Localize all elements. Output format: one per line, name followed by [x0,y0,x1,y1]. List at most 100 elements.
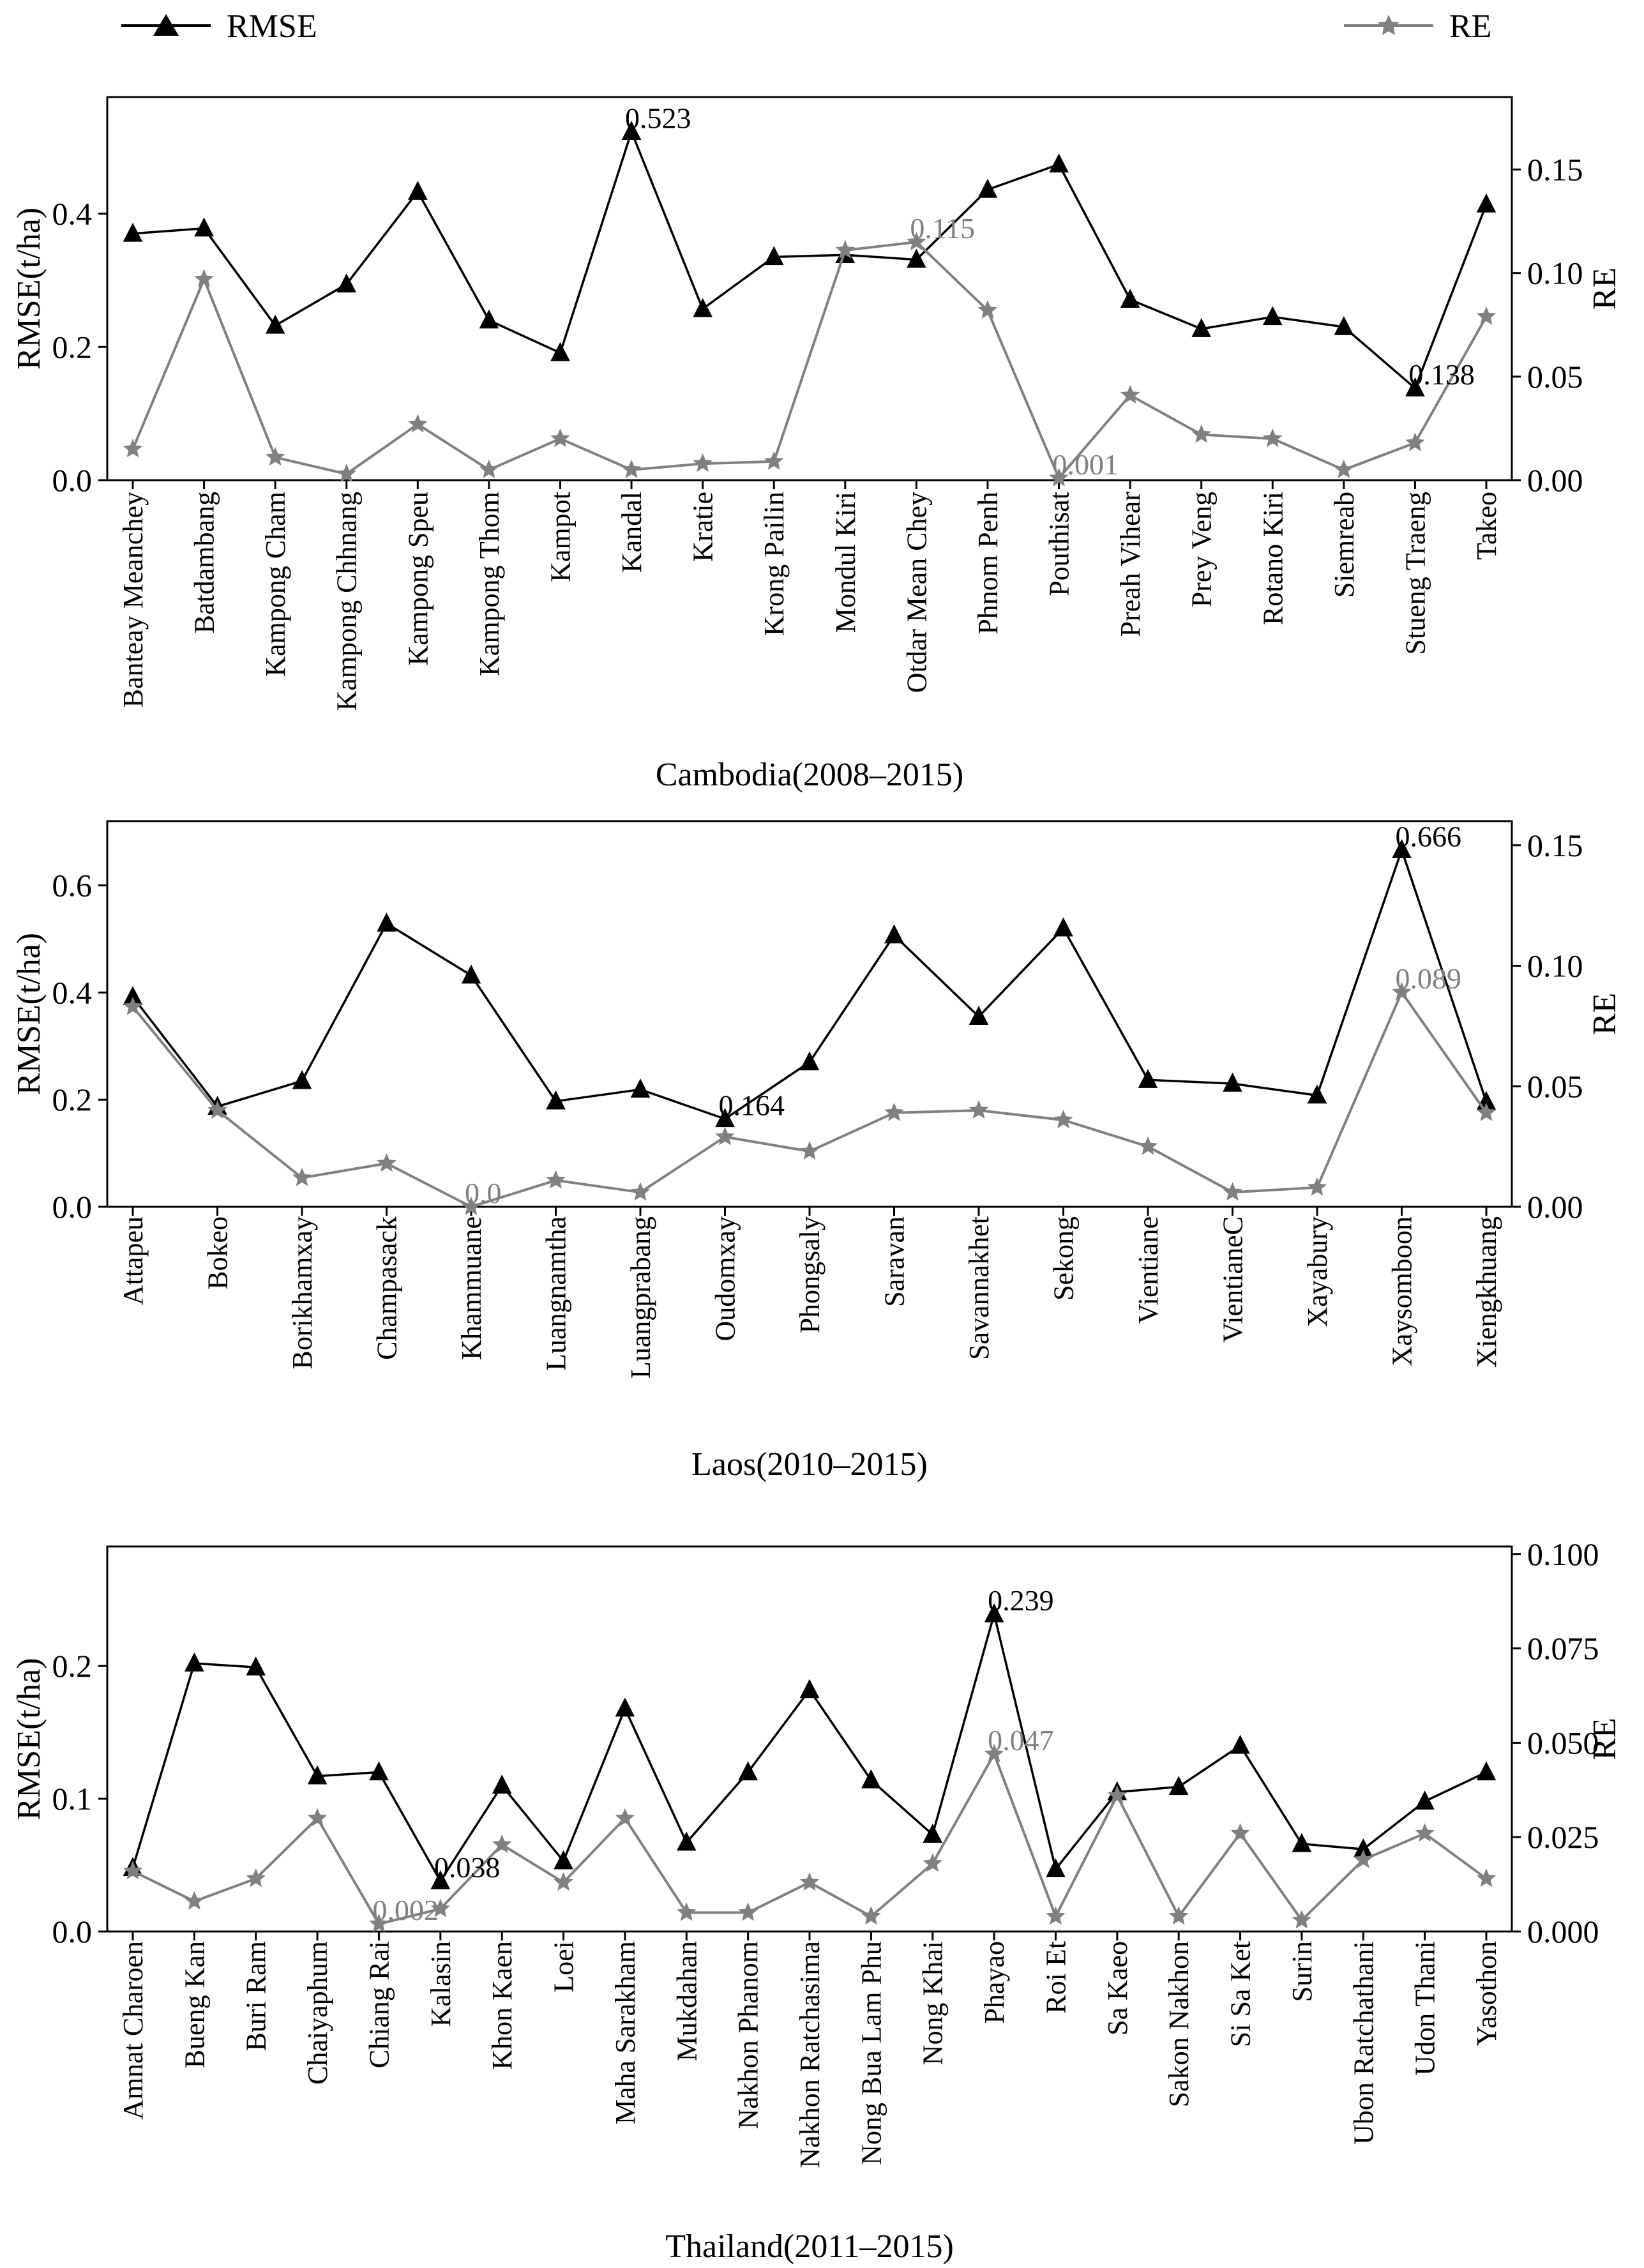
x-tick-label: Otdar Mean Chey [901,492,932,693]
rmse-point [907,248,926,268]
rmse-point [1392,839,1412,859]
rmse-point [1049,153,1069,173]
rmse-point [546,1090,566,1110]
re-point [207,1100,227,1119]
legend-rmse-marker [153,14,179,36]
re-point [1107,1785,1127,1804]
x-tick-label: Nong Khai [917,1941,949,2065]
data-annotation: 0.089 [1396,962,1462,995]
y2-tick-label: 0.025 [1527,1819,1599,1855]
x-tick-label: Khammuane [456,1216,487,1360]
re-point [123,1861,143,1880]
rmse-point [969,1006,989,1025]
re-point [377,1153,396,1172]
re-point [799,1872,820,1891]
re-point [1230,1823,1250,1842]
x-tick-label: Kalasin [425,1941,456,2027]
x-tick-label: Mondul Kiri [830,492,861,633]
x-tick-label: Phnom Penh [972,492,1004,635]
rmse-point [336,273,357,292]
chart-panel-3: 0.0 0.1 0.2 0.000 0.025 0.050 0.075 0.100 RMSE(t… [11,1536,1623,2265]
re-point [1415,1823,1435,1842]
rmse-point [621,121,642,140]
y-tick-label: 0.1 [52,1781,93,1817]
rmse-point [377,912,396,932]
x-tick-label: VientianeC [1218,1216,1249,1343]
rmse-point [1168,1776,1189,1796]
re-point [194,269,214,288]
y-axis-label: RMSE(t/ha) [11,933,47,1095]
rmse-series-line [132,849,1488,1121]
rmse-point [799,1051,820,1071]
data-annotation: 0.0 [465,1177,502,1209]
x-tick-label: Vientiane [1133,1216,1164,1324]
data-annotation: 0.115 [910,212,975,245]
re-point [969,1100,989,1119]
rmse-point [676,1831,697,1851]
x-tick-label: Krong Pailin [758,492,790,636]
x-tick-label: Luangprabang [625,1216,656,1379]
x-tick-label: Rotano Kiri [1257,492,1288,625]
re-point [1169,1906,1189,1925]
re-point [123,439,143,458]
re-point [677,1902,697,1921]
rmse-point [1230,1734,1250,1754]
re-point [764,451,784,470]
chart-title: Laos(2010–2015) [691,1446,928,1483]
x-tick-label: Xiengkhuang [1471,1216,1502,1368]
re-point [1334,459,1354,478]
x-tick-label: Sekong [1048,1216,1080,1301]
rmse-point [461,964,481,984]
data-annotation: 0.002 [372,1894,439,1926]
x-tick-label: Prey Veng [1186,492,1218,607]
re-point [554,1872,573,1891]
y-tick-label: 0.6 [52,868,93,903]
re-point [546,1170,566,1189]
re-point [977,300,998,319]
re-point [1138,1136,1158,1155]
rmse-point [1191,318,1211,337]
re-point [408,414,428,433]
rmse-point [1353,1838,1373,1857]
rmse-point [923,1824,943,1843]
x-tick-label: Kandal [616,492,647,573]
re-point [1405,432,1425,451]
y2-axis-label: RE [1587,1718,1623,1760]
y-tick-label: 0.4 [52,196,93,232]
data-annotation: 0.239 [988,1584,1054,1617]
y2-tick-label: 0.10 [1527,948,1583,984]
rmse-point [369,1761,389,1781]
re-point [1292,1910,1312,1929]
x-tick-label: Mukdahan [671,1941,702,2061]
rmse-point [1415,1790,1435,1810]
y-tick-label: 0.0 [52,1189,93,1225]
x-tick-label: Phayao [979,1941,1010,2024]
rmse-point [1046,1858,1066,1878]
x-tick-label: Sa Kaeo [1102,1941,1133,2036]
re-point [907,232,926,250]
rmse-point [185,1652,204,1672]
y2-tick-label: 0.100 [1527,1536,1599,1572]
rmse-point [1053,917,1073,937]
x-tick-label: Borikhamxay [287,1216,318,1370]
rmse-point [1292,1833,1312,1852]
rmse-series-line [132,130,1488,389]
re-point [1307,1177,1327,1196]
re-point [1223,1182,1242,1201]
rmse-series-line [132,1613,1487,1882]
x-tick-label: Luangnamtha [541,1216,572,1371]
x-tick-label: Maha Sarakham [610,1941,641,2124]
x-tick-label: Nakhon Ratchasima [794,1941,826,2168]
legend-re-label: RE [1449,8,1491,45]
x-tick-label: Pouthisat [1044,492,1075,596]
x-tick-label: Kampong Chhnang [331,492,363,711]
rmse-point [1334,316,1354,335]
re-point [1120,385,1140,404]
chart-title: Thailand(2011–2015) [665,2228,954,2265]
data-annotation: 0.047 [988,1724,1054,1757]
rmse-point [123,986,143,1005]
x-tick-label: Ubon Ratchathani [1348,1941,1379,2145]
re-point [123,996,143,1015]
re-point [550,428,570,448]
rmse-point [265,314,285,334]
